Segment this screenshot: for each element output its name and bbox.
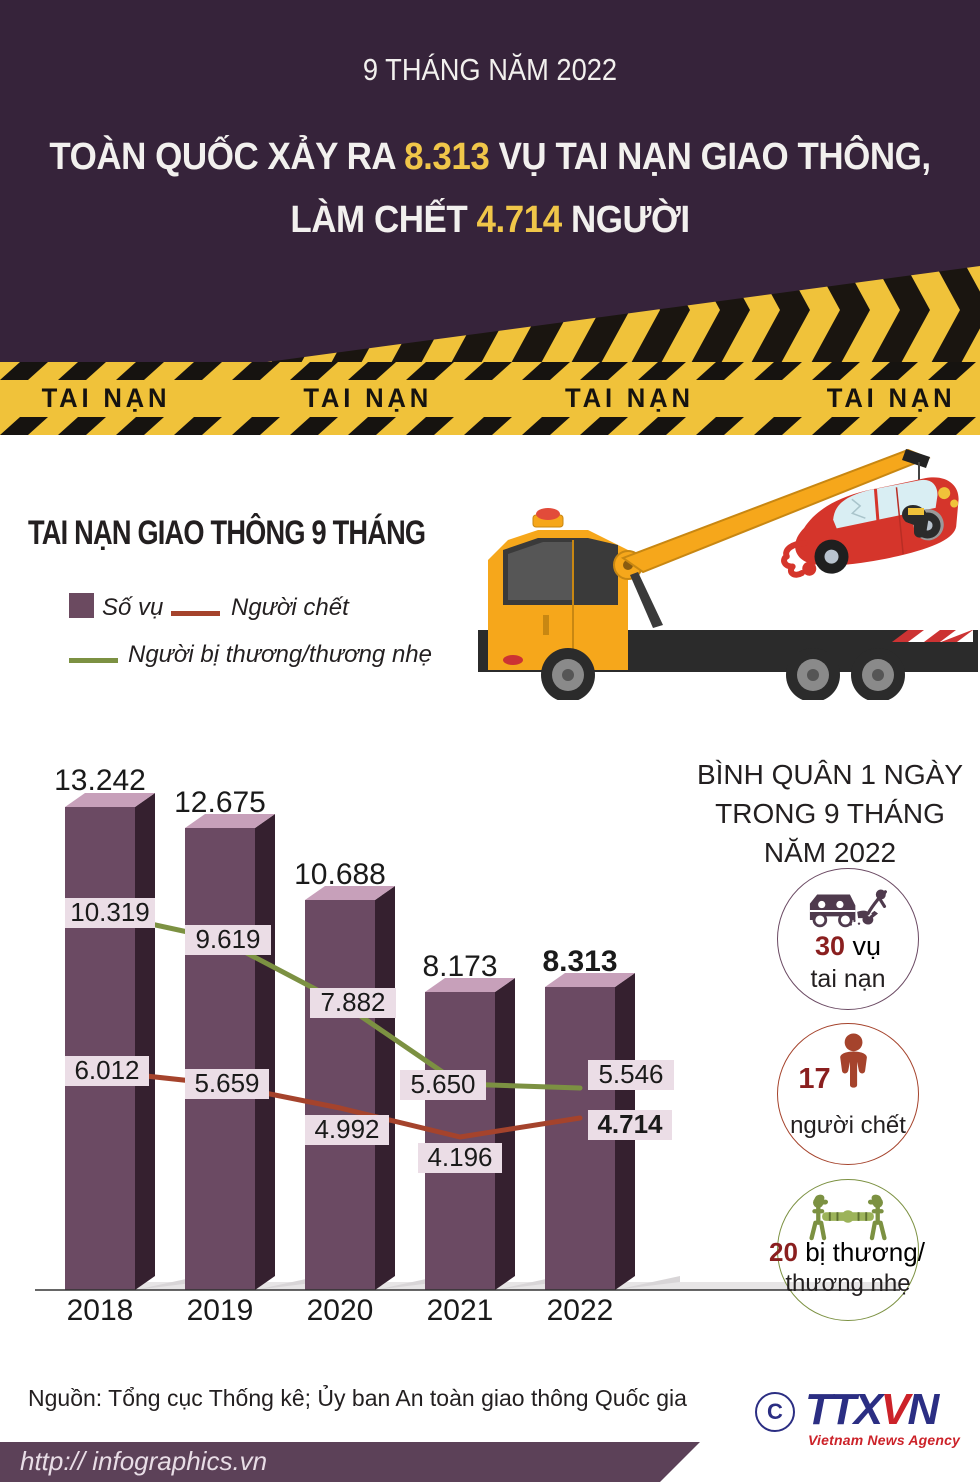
svg-text:5.546: 5.546 bbox=[598, 1059, 663, 1089]
svg-text:5.650: 5.650 bbox=[410, 1069, 475, 1099]
svg-text:2021: 2021 bbox=[427, 1294, 494, 1320]
svg-text:7.882: 7.882 bbox=[320, 987, 385, 1017]
svg-text:9.619: 9.619 bbox=[195, 924, 260, 954]
svg-text:4.992: 4.992 bbox=[314, 1114, 379, 1144]
svg-text:8.313: 8.313 bbox=[542, 945, 617, 978]
svg-text:http:// infographics.vn: http:// infographics.vn bbox=[20, 1446, 267, 1476]
svg-text:4.714: 4.714 bbox=[597, 1109, 663, 1139]
svg-text:2019: 2019 bbox=[187, 1294, 254, 1320]
svg-text:12.675: 12.675 bbox=[174, 786, 266, 819]
svg-text:2022: 2022 bbox=[547, 1294, 614, 1320]
svg-text:6.012: 6.012 bbox=[74, 1055, 139, 1085]
svg-text:2018: 2018 bbox=[67, 1294, 134, 1320]
svg-text:10.319: 10.319 bbox=[70, 897, 150, 927]
svg-text:2020: 2020 bbox=[307, 1294, 374, 1320]
svg-text:10.688: 10.688 bbox=[294, 858, 386, 891]
svg-text:8.173: 8.173 bbox=[422, 950, 497, 983]
svg-text:4.196: 4.196 bbox=[427, 1142, 492, 1172]
svg-text:5.659: 5.659 bbox=[194, 1068, 259, 1098]
svg-text:13.242: 13.242 bbox=[54, 764, 146, 797]
